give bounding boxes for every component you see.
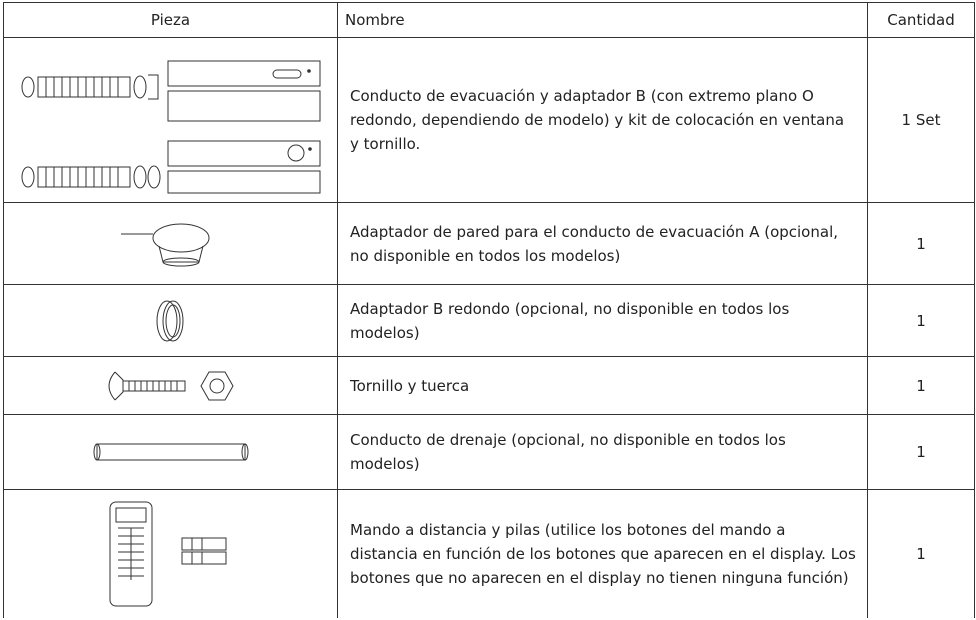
image-cell — [3, 356, 338, 415]
quantity-cell: 1 — [867, 356, 975, 415]
name-cell: Tornillo y tuerca — [337, 356, 868, 415]
screw-nut-illustration — [108, 371, 234, 400]
image-cell — [3, 284, 338, 357]
header-cell: Cantidad — [867, 2, 975, 38]
row: Tornillo y tuerca 1 — [3, 356, 975, 415]
quantity-cell: 1 — [867, 202, 975, 285]
image-cell — [3, 37, 338, 203]
wall-adapter-illustration — [120, 223, 209, 266]
remote-illustration — [109, 501, 226, 607]
header-row: Pieza Nombre Cantidad — [3, 2, 975, 38]
image-cell — [3, 202, 338, 285]
image-cell — [3, 414, 338, 490]
image-cell — [3, 489, 338, 618]
drain-hose-illustration — [93, 443, 248, 461]
row: Conducto de drenaje (opcional, no dispon… — [3, 414, 975, 490]
name-cell: Adaptador B redondo (opcional, no dispon… — [337, 284, 868, 357]
quantity-cell: 1 — [867, 414, 975, 490]
row: Adaptador de pared para el conducto de e… — [3, 202, 975, 285]
quantity-cell: 1 — [867, 284, 975, 357]
row: Mando a distancia y pilas (utilice los b… — [3, 489, 975, 618]
name-cell: Conducto de drenaje (opcional, no dispon… — [337, 414, 868, 490]
quantity-cell: 1 Set — [867, 37, 975, 203]
header-cell: Nombre — [337, 2, 868, 38]
row: Adaptador B redondo (opcional, no dispon… — [3, 284, 975, 357]
hose-kit-illustration — [21, 60, 320, 194]
name-cell: Adaptador de pared para el conducto de e… — [337, 202, 868, 285]
name-cell: Conducto de evacuación y adaptador B (co… — [337, 37, 868, 203]
round-adapter-illustration — [156, 300, 183, 341]
name-cell: Mando a distancia y pilas (utilice los b… — [337, 489, 868, 618]
row: Conducto de evacuación y adaptador B (co… — [3, 37, 975, 203]
quantity-cell: 1 — [867, 489, 975, 618]
header-cell: Pieza — [3, 2, 338, 38]
parts-table: Pieza Nombre Cantidad — [3, 2, 975, 618]
